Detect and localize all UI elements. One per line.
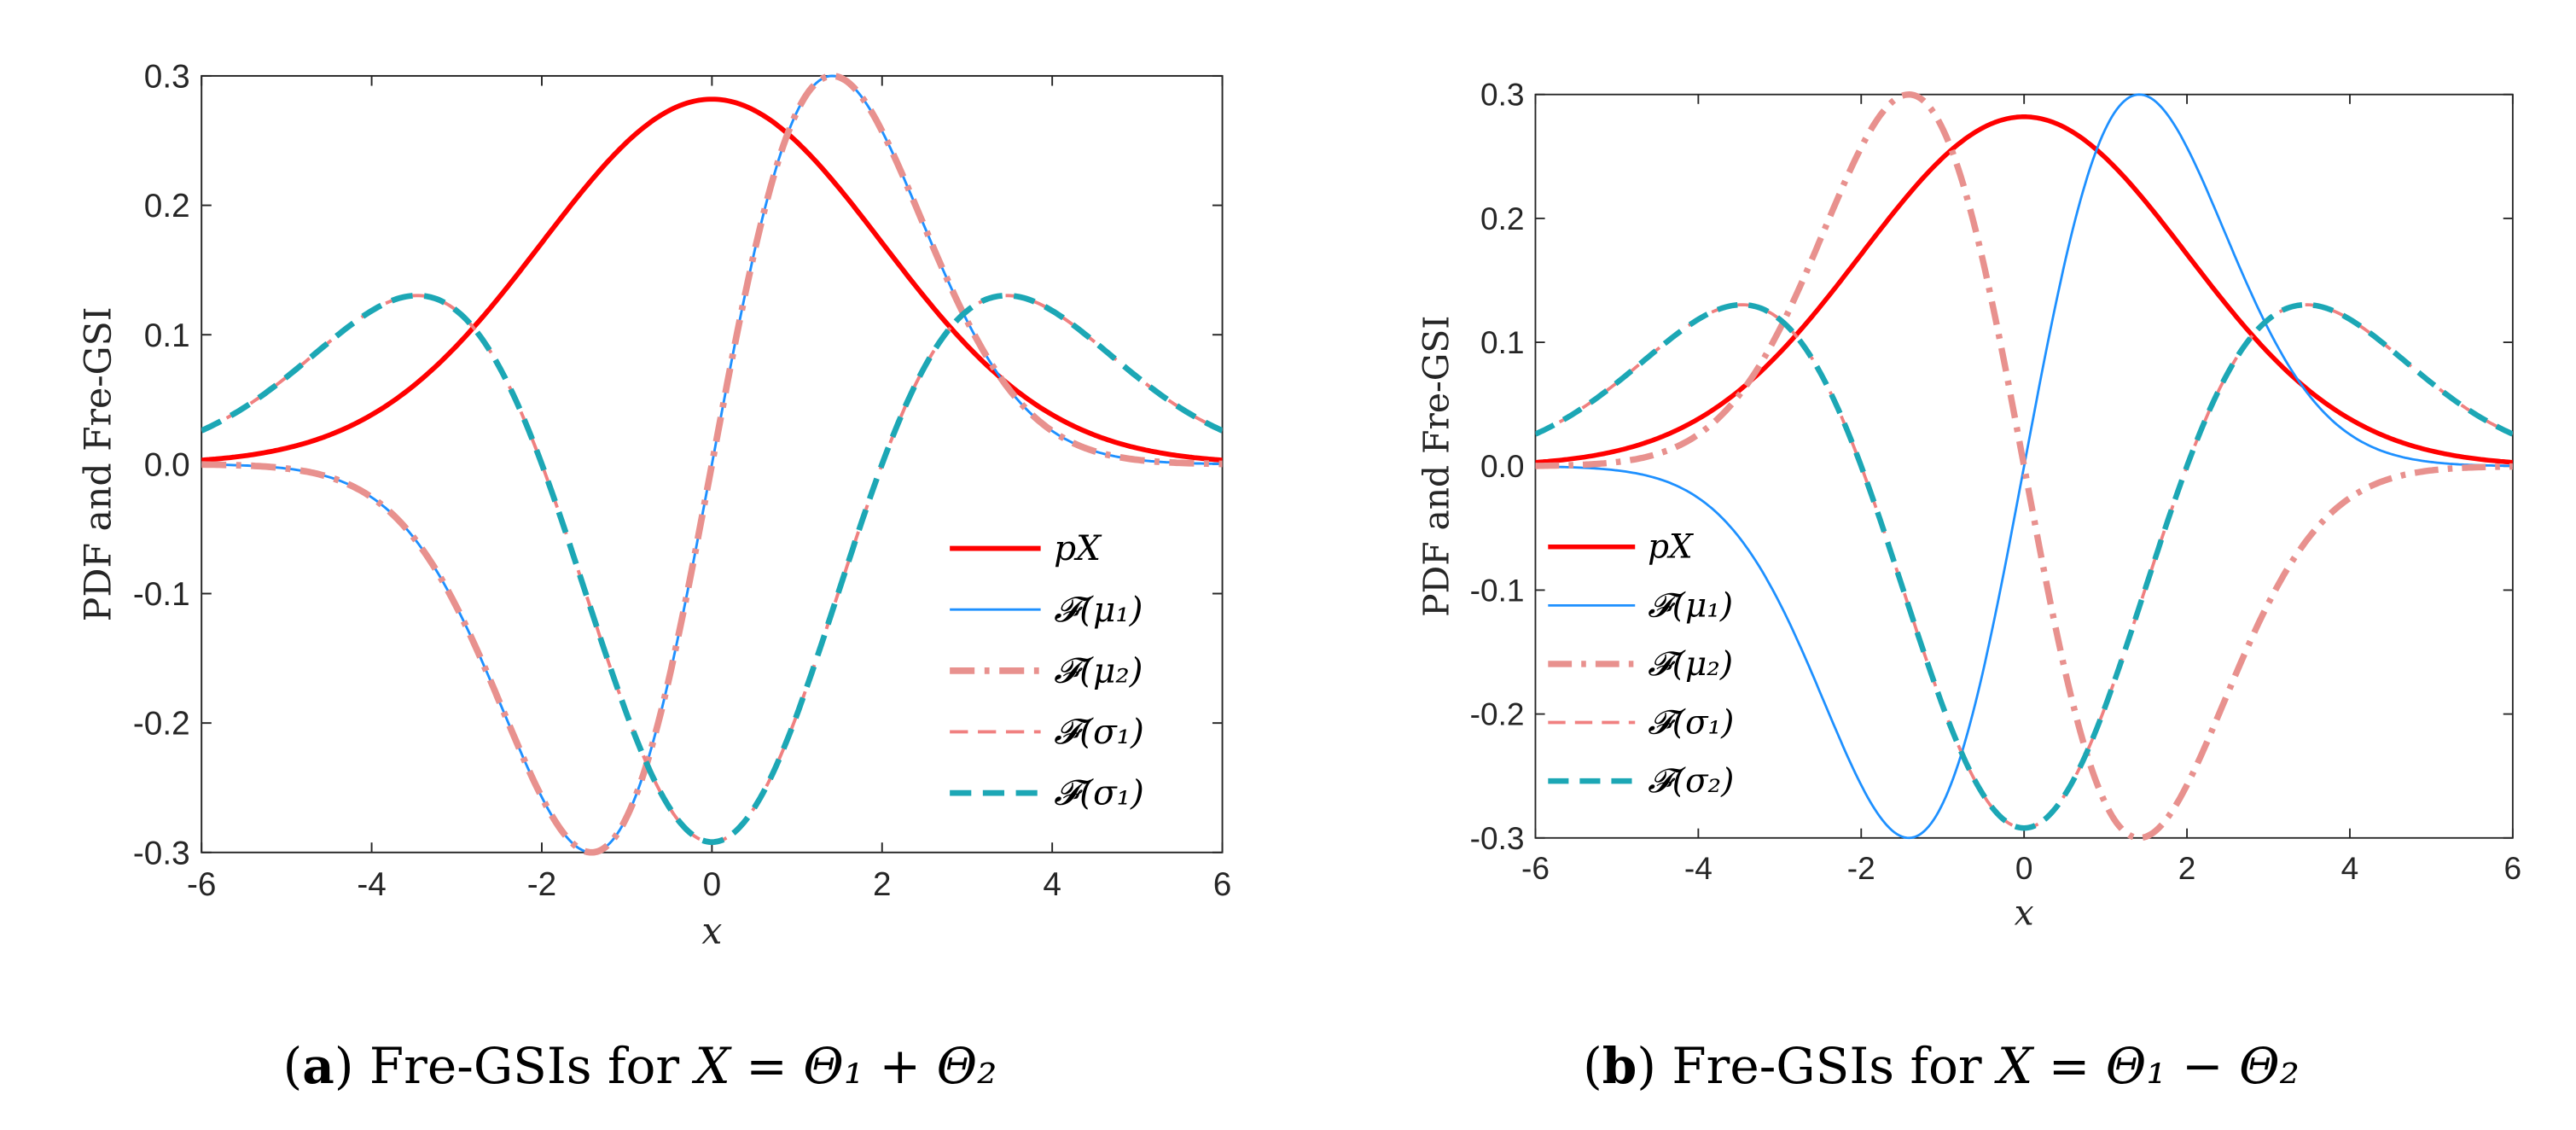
panel-b-series-4-line xyxy=(1535,301,2513,831)
panel-a-legend-label-1: 𝓕(μ₁) xyxy=(1054,589,1143,630)
panel-a-ytick-label: 0.2 xyxy=(144,188,190,224)
panel-a-ytick-label: -0.3 xyxy=(133,835,190,871)
panel-a-xtick-label: -6 xyxy=(187,866,216,903)
panel-b-xlabel: x xyxy=(2015,893,2034,934)
caption-a: (a) Fre-GSIs for X = Θ₁ + Θ₂ xyxy=(282,1037,997,1095)
panel-b-xtick-label: 6 xyxy=(2504,850,2522,886)
chart-panel-a: -6 -4 -2 0 2 4 6 -0.3 -0.2 -0.1 0.0 0.1 0.2 0.3 x PDF a… xyxy=(78,58,1232,952)
panel-b-plot-area xyxy=(1535,90,2513,842)
caption-b: (b) Fre-GSIs for X = Θ₁ − Θ₂ xyxy=(1583,1037,2300,1095)
panel-a-xtick-label: 2 xyxy=(873,866,892,903)
panel-b-ytick-label: -0.1 xyxy=(1470,572,1525,608)
panel-a-xtick-label: 4 xyxy=(1043,866,1061,903)
panel-a-legend-label-3: 𝓕(σ₁) xyxy=(1054,711,1144,752)
panel-b-ytick-label: 0.2 xyxy=(1480,201,1525,236)
panel-b-legend-label-2: 𝓕(μ₂) xyxy=(1648,645,1733,684)
panel-a-series-3-line xyxy=(201,294,1223,844)
panel-a-ytick-label: 0.0 xyxy=(144,446,190,483)
panel-b-legend-label-4: 𝓕(σ₂) xyxy=(1648,762,1734,801)
caption-b-math: X = Θ₁ − Θ₂ xyxy=(1997,1037,2300,1095)
panel-b-xtick-label: -2 xyxy=(1847,850,1875,886)
panel-b-xtick-label: 0 xyxy=(2015,850,2033,886)
panel-b-ytick-label: 0.3 xyxy=(1480,77,1525,113)
panel-b-xtick-label: 2 xyxy=(2178,850,2196,886)
caption-b-tag: b xyxy=(1602,1037,1637,1095)
panel-b-xtick-label: -4 xyxy=(1684,850,1712,886)
panel-a-ytick-label: 0.3 xyxy=(144,58,190,95)
caption-a-tag: a xyxy=(302,1037,334,1095)
panel-a-legend-label-4: 𝓕(σ₁) xyxy=(1054,772,1144,813)
panel-a-xtick-label: -2 xyxy=(527,866,556,903)
panel-a-xlabel: x xyxy=(701,910,722,952)
panel-b-series-1-line xyxy=(1535,93,2513,840)
panel-b-series-0-line xyxy=(1535,114,2513,465)
panel-a-ylabel: PDF and Fre-GSI xyxy=(78,306,120,621)
chart-panel-b: -6 -4 -2 0 2 4 6 -0.3 -0.2 -0.1 0.0 0.1 0.2 0.3 x PDF a… xyxy=(1416,77,2522,934)
panel-a-series-4-line xyxy=(201,292,1223,846)
panel-a-legend-label-0: pX xyxy=(1054,527,1102,568)
panel-b-xtick-label: 4 xyxy=(2341,850,2359,886)
panel-b-ytick-label: -0.2 xyxy=(1470,696,1525,732)
panel-b-ytick-label: 0.1 xyxy=(1480,324,1525,360)
caption-a-label: Fre-GSIs for xyxy=(369,1037,695,1095)
panel-a-series-0-line xyxy=(201,96,1223,463)
panel-a-ytick-label: -0.2 xyxy=(133,706,190,743)
panel-b-ytick-label: 0.0 xyxy=(1480,448,1525,484)
panel-b-legend-label-1: 𝓕(μ₁) xyxy=(1648,586,1733,625)
panel-a-legend-label-2: 𝓕(μ₂) xyxy=(1054,649,1143,690)
panel-a-plot-area xyxy=(201,73,1223,856)
panel-b-ytick-label: -0.3 xyxy=(1470,820,1525,856)
panel-a-ytick-label: 0.1 xyxy=(144,317,190,354)
panel-a-xtick-label: 0 xyxy=(703,866,722,903)
panel-b-ylabel: PDF and Fre-GSI xyxy=(1416,316,1457,617)
panel-a-xtick-label: 6 xyxy=(1213,866,1232,903)
caption-b-label: Fre-GSIs for xyxy=(1672,1037,1998,1095)
caption-a-math: X = Θ₁ + Θ₂ xyxy=(695,1037,997,1095)
panel-b-xtick-label: -6 xyxy=(1521,850,1550,886)
panel-a-ytick-label: -0.1 xyxy=(133,576,190,613)
panel-a-series-1-line xyxy=(201,74,1223,854)
panel-b-legend-label-0: pX xyxy=(1648,528,1694,567)
panel-b-legend-label-3: 𝓕(σ₁) xyxy=(1648,703,1734,742)
panel-a-xtick-label: -4 xyxy=(357,866,386,903)
